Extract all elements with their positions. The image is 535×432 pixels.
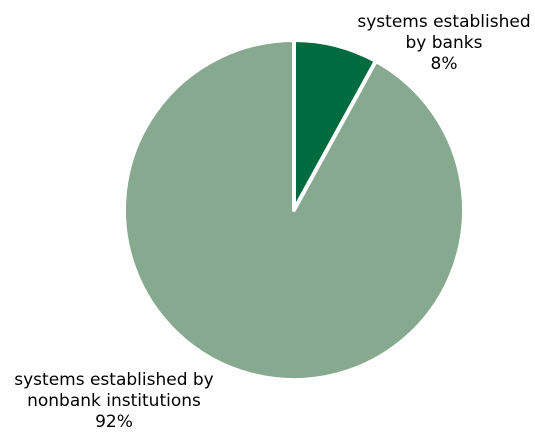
pie-label-banks: systems established by banks 8%: [357, 12, 530, 74]
pie-label-line: nonbank institutions: [27, 391, 201, 411]
pie-label-line: systems established by: [14, 370, 214, 390]
pie-labels: systems established by banks 8%systems est…: [14, 12, 530, 432]
pie-slices: [122, 38, 466, 382]
pie-label-line: 8%: [431, 54, 458, 74]
pie-label-line: 92%: [95, 412, 133, 432]
pie-label-line: systems established: [357, 12, 530, 32]
pie-slice-nonbank: [122, 38, 466, 382]
pie-label-nonbank: systems established by nonbank institutio…: [14, 370, 214, 432]
pie-label-line: by banks: [406, 33, 483, 53]
